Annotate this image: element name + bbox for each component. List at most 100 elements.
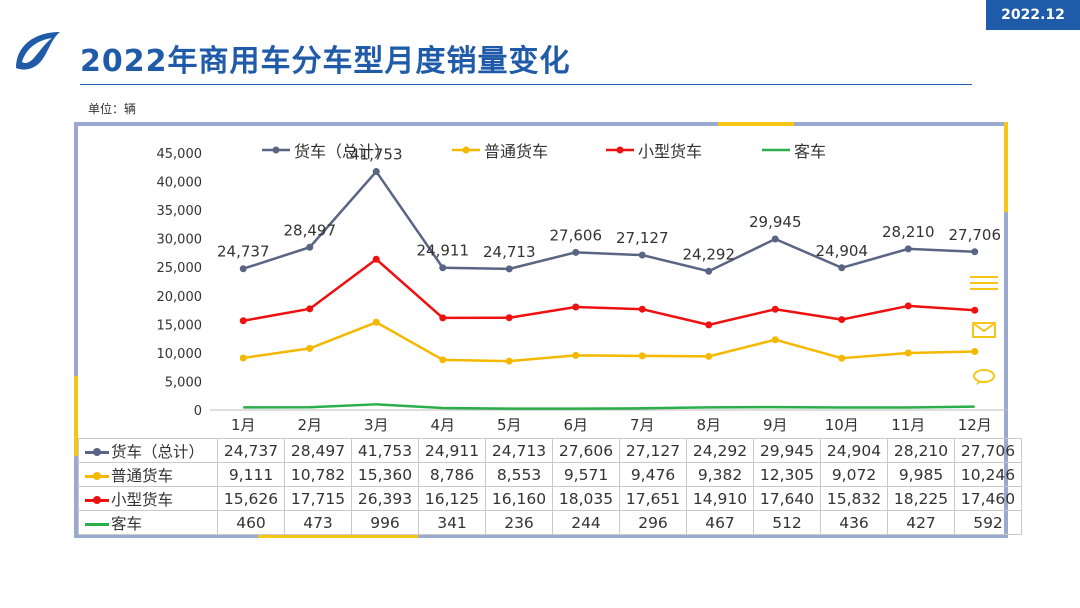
table-cell: 473 [284,510,352,535]
x-tick-label: 8月 [696,416,721,434]
table-cell: 18,225 [887,486,955,511]
table-cell: 24,713 [485,438,553,463]
table-cell: 24,904 [820,438,888,463]
data-point [638,352,646,360]
table-legend-marker [93,447,101,456]
table-series-cell: 客车 [78,510,218,535]
table-cell: 460 [217,510,285,535]
table-cell: 296 [619,510,687,535]
page-title: 2022年商用车分车型月度销量变化 [80,44,571,79]
x-tick-label: 4月 [430,416,455,434]
table-cell: 8,553 [485,462,553,487]
series-line [243,403,975,410]
table-legend-line [85,447,109,456]
y-tick-label: 45,000 [157,147,203,162]
table-cell: 18,035 [552,486,620,511]
y-tick-label: 40,000 [157,176,203,191]
frame-accent-top [718,122,794,126]
legend-marker [616,146,624,154]
data-point [572,351,580,359]
table-cell: 24,292 [686,438,754,463]
data-point [971,347,979,355]
data-point [771,305,779,313]
frame-accent-left [74,376,78,456]
data-label: 28,210 [882,223,935,241]
table-series-cell: 小型货车 [78,486,218,511]
table-series-name: 客车 [111,514,143,533]
frame-accent-bottom [258,534,418,538]
x-tick-label: 2月 [297,416,322,434]
series-layer [239,168,979,410]
legend-label: 小型货车 [638,142,702,161]
data-point [439,356,447,364]
x-axis: 1月 2月 3月 4月 5月 6月 7月 8月 9月 10月 11月 12月 [210,409,1008,434]
data-point [372,255,380,263]
y-axis: 0 5,000 10,000 15,000 20,000 25,000 30,000 35,0… [157,147,203,419]
data-point [306,305,314,313]
table-cell: 26,393 [351,486,419,511]
data-point [439,264,447,272]
table-cell: 41,753 [351,438,419,463]
data-point [971,306,979,314]
table-cell: 16,160 [485,486,553,511]
data-point [239,354,247,362]
table-legend-line [85,471,109,480]
legend-marker [462,146,470,154]
table-cell: 9,985 [887,462,955,487]
title-divider [80,84,972,85]
legend-label: 普通货车 [484,142,548,161]
table-row: 小型货车 15,626 17,715 26,393 16,125 16,160 18,035… [78,486,1022,511]
data-point [572,303,580,311]
table-cell: 9,382 [686,462,754,487]
table-series-name: 小型货车 [111,490,174,509]
data-label: 24,292 [683,245,736,263]
data-label: 27,606 [550,226,603,244]
data-point [239,317,247,325]
y-tick-label: 20,000 [157,290,203,305]
data-point [904,302,912,310]
table-cell: 28,497 [284,438,352,463]
y-tick-label: 35,000 [157,204,203,219]
data-label: 28,497 [284,221,337,239]
x-tick-label: 9月 [763,416,788,434]
x-tick-label: 5月 [497,416,522,434]
data-label: 41,753 [350,146,403,164]
data-label: 24,737 [217,243,270,261]
table-cell: 341 [418,510,486,535]
table-legend-marker [93,495,101,504]
table-cell: 236 [485,510,553,535]
table-series-name: 货车（总计） [111,442,205,461]
data-point [904,349,912,357]
data-point [505,357,513,365]
data-table: 货车（总计） 24,737 28,497 41,753 24,911 24,713 27,6… [78,438,1022,535]
data-label: 27,127 [616,229,669,247]
legend-label: 货车（总计） [294,142,390,161]
table-cell: 27,606 [552,438,620,463]
y-tick-label: 30,000 [157,233,203,248]
x-tick-label: 7月 [630,416,655,434]
y-tick-label: 15,000 [157,318,203,333]
table-cell: 592 [954,510,1022,535]
table-cell: 28,210 [887,438,955,463]
data-label: 24,713 [483,243,536,261]
unit-label: 单位：辆 [88,102,137,116]
data-point [771,336,779,344]
table-series-cell: 货车（总计） [78,438,218,463]
table-series-cell: 普通货车 [78,462,218,487]
date-badge: 2022.12 [986,0,1080,30]
table-legend-line [85,495,109,504]
data-point [239,265,247,273]
table-cell: 15,832 [820,486,888,511]
table-cell: 9,111 [217,462,285,487]
table-cell: 17,715 [284,486,352,511]
chart-legend: 货车（总计） 普通货车 小型货车 客车 [262,142,826,161]
data-point [306,344,314,352]
y-tick-label: 10,000 [157,347,203,362]
table-cell: 10,782 [284,462,352,487]
table-row: 客车 460 473 996 341 236 244 296 467 512 436 427 592 [78,510,1022,535]
table-cell: 29,945 [753,438,821,463]
table-cell: 436 [820,510,888,535]
table-cell: 9,476 [619,462,687,487]
data-point [372,318,380,326]
x-tick-label: 6月 [563,416,588,434]
